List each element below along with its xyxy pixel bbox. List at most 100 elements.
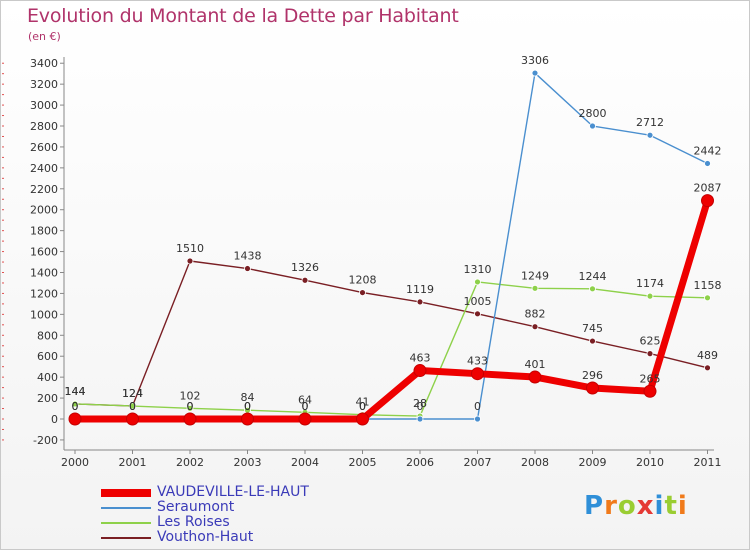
legend-swatch-vaudeville bbox=[101, 489, 151, 497]
point-les-roises-2010 bbox=[646, 292, 654, 300]
point-seraumont-2009 bbox=[589, 122, 596, 130]
y-tick-label: 3400 bbox=[30, 57, 58, 70]
point-vaudeville-le-haut-2002 bbox=[183, 412, 197, 426]
data-label-les-roises-2007: 1310 bbox=[464, 263, 492, 276]
data-label-les-roises-2000: 144 bbox=[65, 385, 86, 398]
legend-label-vouthon-haut: Vouthon-Haut bbox=[157, 529, 254, 545]
y-tick-label: -200 bbox=[33, 434, 58, 447]
series-line-seraumont bbox=[74, 72, 709, 420]
y-tick-label: 1600 bbox=[30, 246, 58, 259]
x-tick-label: 2007 bbox=[464, 456, 492, 469]
point-les-roises-2002 bbox=[186, 404, 194, 412]
data-label-les-roises-2001: 124 bbox=[122, 387, 143, 400]
y-tick-label: 800 bbox=[37, 329, 58, 342]
point-les-roises-2011 bbox=[704, 294, 711, 302]
y-tick-label: 400 bbox=[37, 371, 58, 384]
data-label-vaudeville-le-haut-2002: 0 bbox=[187, 400, 194, 413]
y-tick-label: 2600 bbox=[30, 141, 58, 154]
data-label-seraumont-2004: 0 bbox=[302, 400, 309, 413]
point-vouthon-haut-2008 bbox=[531, 323, 539, 331]
point-les-roises-2001 bbox=[129, 402, 136, 410]
data-label-vaudeville-le-haut-2001: 0 bbox=[129, 400, 136, 413]
series-line-vaudeville-le-haut bbox=[71, 197, 711, 423]
data-label-vouthon-haut-2009: 745 bbox=[582, 322, 603, 335]
point-vouthon-haut-2004 bbox=[301, 276, 309, 284]
point-seraumont-2010 bbox=[646, 131, 654, 139]
y-tick-label: 200 bbox=[37, 392, 58, 405]
point-vaudeville-le-haut-2003 bbox=[241, 412, 254, 426]
point-seraumont-2011 bbox=[704, 160, 711, 167]
data-label-seraumont-2000: 0 bbox=[72, 400, 79, 413]
legend: VAUDEVILLE-LE-HAUT Seraumont Les Roises … bbox=[101, 485, 309, 545]
data-label-vaudeville-le-haut-2010: 265 bbox=[640, 372, 661, 385]
data-label-vaudeville-le-haut-2004: 0 bbox=[302, 400, 309, 413]
data-label-seraumont-2007: 0 bbox=[474, 400, 481, 413]
chart-title: Evolution du Montant de la Dette par Hab… bbox=[27, 5, 459, 27]
data-label-vaudeville-le-haut-2000: 0 bbox=[72, 400, 79, 413]
logo-letter: x bbox=[636, 491, 655, 521]
point-vouthon-haut-2010 bbox=[646, 350, 654, 358]
x-tick-label: 2005 bbox=[349, 456, 377, 469]
legend-swatch-seraumont bbox=[101, 507, 151, 509]
data-label-vaudeville-le-haut-2011: 2087 bbox=[694, 182, 722, 195]
data-label-seraumont-2005: 0 bbox=[359, 400, 366, 413]
data-label-les-roises-2002: 102 bbox=[180, 389, 201, 402]
point-seraumont-2008 bbox=[531, 69, 539, 77]
x-tick-label: 2001 bbox=[119, 456, 147, 469]
data-label-seraumont-2008: 3306 bbox=[521, 54, 549, 67]
point-vouthon-haut-2003 bbox=[244, 265, 251, 272]
data-label-vouthon-haut-2001: 124 bbox=[122, 387, 143, 400]
point-vouthon-haut-2002 bbox=[186, 257, 194, 265]
x-tick-label: 2004 bbox=[291, 456, 319, 469]
logo-letter: i bbox=[654, 491, 665, 521]
legend-swatch-les-roises bbox=[101, 522, 151, 524]
data-label-vouthon-haut-2004: 1326 bbox=[291, 261, 319, 274]
point-vouthon-haut-2011 bbox=[704, 364, 711, 372]
x-tick-label: 2009 bbox=[579, 456, 607, 469]
point-vaudeville-le-haut-2005 bbox=[356, 412, 369, 426]
point-seraumont-2007 bbox=[474, 415, 481, 423]
point-vouthon-haut-2005 bbox=[359, 289, 366, 296]
point-vouthon-haut-2007 bbox=[474, 310, 481, 318]
logo-letter: i bbox=[677, 491, 688, 521]
legend-item-les-roises: Les Roises bbox=[101, 515, 309, 530]
point-vaudeville-le-haut-2011 bbox=[701, 194, 714, 208]
data-label-vouthon-haut-2006: 1119 bbox=[406, 283, 434, 296]
y-tick-label: 3200 bbox=[30, 78, 58, 91]
data-label-vaudeville-le-haut-2006: 463 bbox=[410, 352, 431, 365]
y-tick-label: 600 bbox=[37, 350, 58, 363]
data-label-vaudeville-le-haut-2005: 0 bbox=[359, 400, 366, 413]
point-seraumont-2006 bbox=[416, 415, 424, 423]
y-tick-label: 1200 bbox=[30, 287, 58, 300]
data-label-seraumont-2011: 2442 bbox=[694, 144, 722, 157]
data-label-vouthon-haut-2011: 489 bbox=[697, 349, 718, 362]
data-label-les-roises-2004: 64 bbox=[298, 393, 312, 406]
data-label-seraumont-2003: 0 bbox=[244, 400, 251, 413]
point-vaudeville-le-haut-2001 bbox=[126, 412, 139, 426]
y-tick-label: 2000 bbox=[30, 204, 58, 217]
data-label-vaudeville-le-haut-2008: 401 bbox=[525, 358, 546, 371]
point-les-roises-2000 bbox=[71, 400, 79, 408]
data-label-vouthon-haut-2005: 1208 bbox=[349, 274, 377, 287]
logo-letter: r bbox=[604, 491, 618, 521]
y-tick-label: 2400 bbox=[30, 162, 58, 175]
point-vaudeville-le-haut-2007 bbox=[471, 367, 484, 381]
y-tick-label: 2800 bbox=[30, 120, 58, 133]
data-label-les-roises-2003: 84 bbox=[241, 391, 255, 404]
legend-swatch-vouthon-haut bbox=[101, 537, 151, 539]
data-label-seraumont-2010: 2712 bbox=[636, 116, 664, 129]
point-vaudeville-le-haut-2008 bbox=[528, 370, 542, 384]
point-vaudeville-le-haut-2006 bbox=[413, 364, 427, 378]
legend-item-vaudeville: VAUDEVILLE-LE-HAUT bbox=[101, 485, 309, 500]
x-tick-label: 2010 bbox=[636, 456, 664, 469]
logo-letter: o bbox=[617, 491, 637, 521]
data-label-les-roises-2005: 41 bbox=[356, 396, 370, 409]
data-label-seraumont-2006: 0 bbox=[417, 400, 424, 413]
data-label-les-roises-2010: 1174 bbox=[636, 277, 664, 290]
x-tick-label: 2008 bbox=[521, 456, 549, 469]
data-label-les-roises-2008: 1249 bbox=[521, 269, 549, 282]
series-line-vouthon-haut bbox=[74, 260, 709, 407]
data-label-seraumont-2001: 0 bbox=[129, 400, 136, 413]
